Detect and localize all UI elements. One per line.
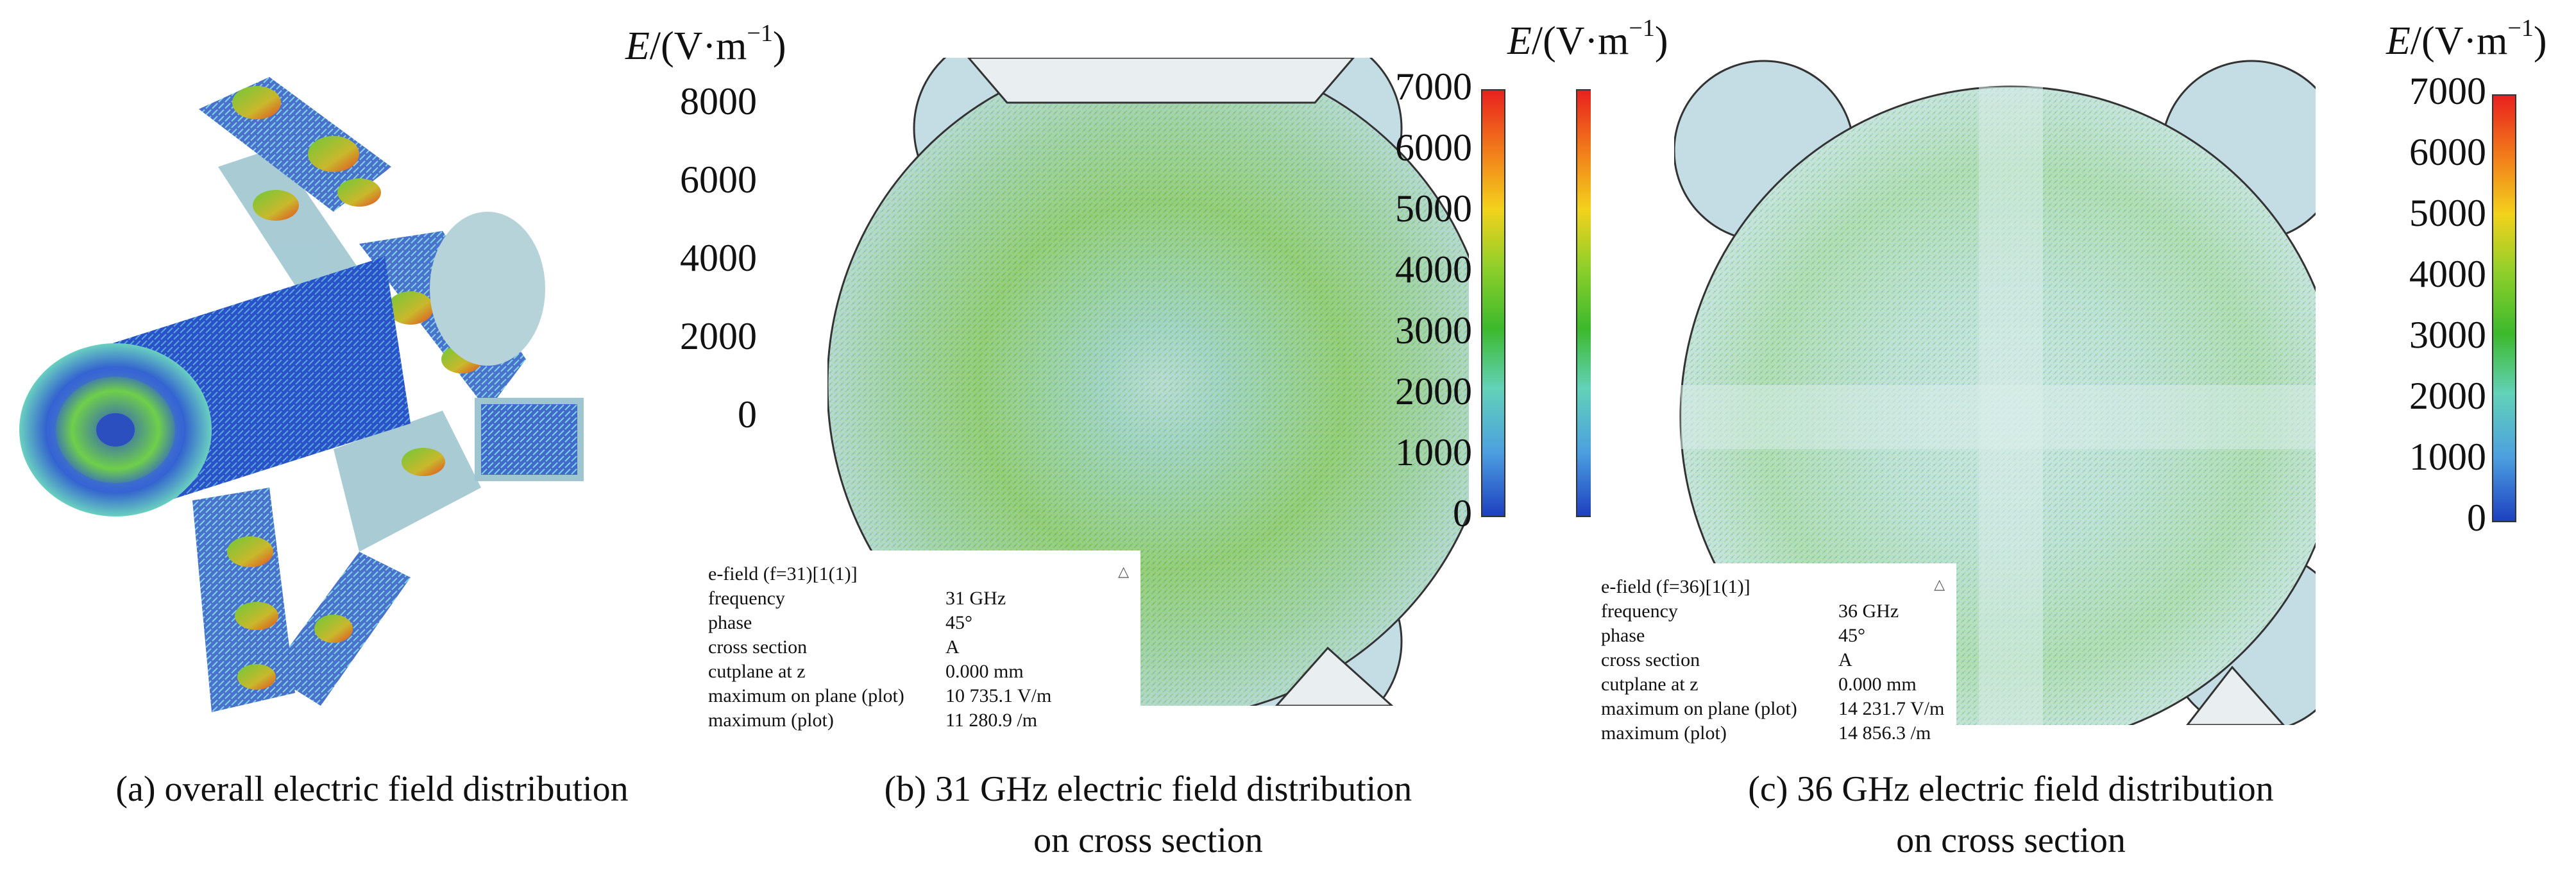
info-row: cutplane at z 0.000 mm (1601, 674, 1917, 695)
caption-a: (a) overall electric field distribution (115, 769, 629, 809)
info-row: cross section A (708, 636, 960, 658)
info-row: phase 45° (708, 612, 972, 633)
caption-c: (c) 36 GHz electric field distribution o… (1748, 769, 2274, 860)
tick-label: 1000 (1395, 431, 1472, 473)
pin-icon[interactable]: △ (1934, 576, 1945, 592)
tick-label: 4000 (680, 237, 757, 279)
panel-31ghz-cross-section: E/(V·m−1) 7000 6000 5000 4000 3000 2000 … (698, 0, 1668, 870)
panel-overall-field: E/(V·m−1) 8000 6000 4000 2000 0 (a) over… (0, 0, 786, 870)
tick-label: 3000 (1395, 309, 1472, 352)
info-title: e-field (f=36)[1(1)] (1601, 576, 1750, 597)
vertical-low-field-band (1979, 87, 2043, 725)
tick-label: 0 (1453, 492, 1472, 534)
tick-label: 2000 (2409, 375, 2486, 417)
overall-field-3d-render (19, 77, 584, 712)
caption-b: (b) 31 GHz electric field distribution o… (884, 769, 1412, 860)
info-title: e-field (f=31)[1(1)] (708, 563, 858, 584)
info-row: cross section A (1601, 649, 1852, 670)
cross-section-31ghz-plot (827, 58, 1591, 706)
cross-section-36ghz-plot (1674, 60, 2516, 725)
info-row: maximum (plot) 14 856.3 /m (1601, 722, 1931, 744)
colorbar-a (0, 0, 712, 770)
pin-icon[interactable]: △ (1118, 563, 1129, 579)
cylinder-body (19, 257, 411, 516)
tick-label: 8000 (680, 80, 757, 123)
tick-label: 7000 (1395, 65, 1472, 108)
colorbar-gradient-c (2492, 94, 2516, 522)
panel-36ghz-cross-section: E/(V·m−1) 7000 6000 5000 4000 3000 2000 … (1591, 0, 2576, 870)
tick-label: 1000 (2409, 436, 2486, 478)
colorbar-frame-b (1481, 89, 1505, 517)
colorbar-gradient-b (1576, 89, 1591, 517)
tick-label: 6000 (2409, 131, 2486, 173)
tick-label: 3000 (2409, 314, 2486, 356)
info-box-36ghz: △ e-field (f=36)[1(1)] frequency 36 GHz p… (1591, 563, 1956, 756)
rear-disk (430, 212, 545, 366)
tick-label: 4000 (1395, 248, 1472, 291)
info-row: maximum on plane (plot) 14 231.7 V/m (1601, 698, 1945, 719)
tick-label: 6000 (1395, 126, 1472, 169)
tick-label: 5000 (2409, 192, 2486, 234)
waveguide-block-vectors (481, 404, 577, 475)
bottom-notch (1275, 646, 1394, 706)
info-box-31ghz: △ e-field (f=31)[1(1)] frequency 31 GHz p… (698, 550, 1140, 756)
tick-label: 5000 (1395, 187, 1472, 230)
field-hotspots (227, 86, 482, 690)
top-notch (967, 58, 1355, 104)
tick-label: 4000 (2409, 253, 2486, 295)
tick-label: 2000 (1395, 370, 1472, 413)
info-row: frequency 36 GHz (1601, 601, 1899, 622)
colorbar-unit-label-c: E/(V·m−1) (2386, 15, 2547, 63)
field-vectors (829, 58, 1469, 706)
colorbar-unit-label: E/(V·m−1) (625, 20, 786, 68)
colorbar-unit-label-b: E/(V·m−1) (1507, 15, 1668, 63)
tick-label: 7000 (2409, 70, 2486, 112)
info-row: cutplane at z 0.000 mm (708, 661, 1024, 682)
info-row: phase 45° (1601, 625, 1865, 646)
info-row: maximum (plot) 11 280.9 /m (708, 710, 1038, 731)
info-row: maximum on plane (plot) 10 735.1 V/m (708, 685, 1052, 706)
tick-label: 2000 (680, 315, 757, 357)
info-row: frequency 31 GHz (708, 588, 1006, 609)
tick-label: 0 (738, 393, 757, 436)
tick-label: 0 (2467, 497, 2486, 539)
tick-label: 6000 (680, 158, 757, 201)
bottom-notch (2186, 665, 2285, 725)
